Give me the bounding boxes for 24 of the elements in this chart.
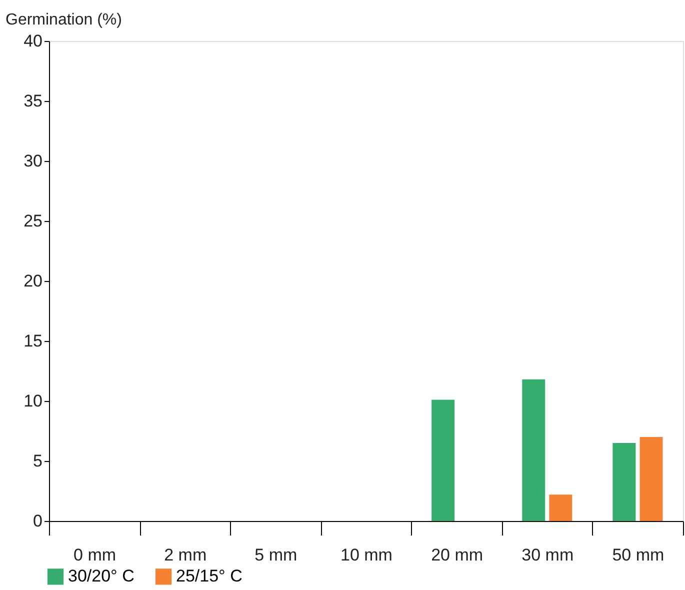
y-tick-label: 10 bbox=[24, 392, 42, 410]
bar bbox=[522, 379, 546, 521]
bar bbox=[549, 494, 572, 521]
x-tick-label: 50 mm bbox=[612, 546, 664, 564]
legend-label: 25/15° C bbox=[176, 566, 242, 586]
y-tick-label: 35 bbox=[24, 92, 42, 110]
legend-label: 30/20° C bbox=[68, 566, 134, 586]
x-tick-label: 5 mm bbox=[254, 546, 298, 564]
x-tick-label: 20 mm bbox=[431, 546, 484, 564]
y-axis-title: Germination (%) bbox=[6, 12, 122, 28]
y-tick-label: 30 bbox=[24, 152, 42, 170]
y-tick-label: 15 bbox=[24, 332, 42, 350]
y-tick-label: 40 bbox=[24, 32, 42, 50]
bar bbox=[432, 400, 455, 521]
x-tick-label: 2 mm bbox=[164, 546, 207, 564]
y-tick-label: 25 bbox=[24, 212, 42, 230]
y-tick-label: 0 bbox=[33, 512, 42, 530]
y-tick-label: 20 bbox=[24, 272, 42, 290]
x-tick-label: 30 mm bbox=[522, 546, 574, 564]
x-tick-label: 10 mm bbox=[340, 546, 392, 564]
x-tick-label: 0 mm bbox=[74, 546, 116, 564]
y-tick-label: 5 bbox=[33, 452, 42, 470]
bar bbox=[612, 443, 636, 521]
bar bbox=[640, 437, 663, 521]
